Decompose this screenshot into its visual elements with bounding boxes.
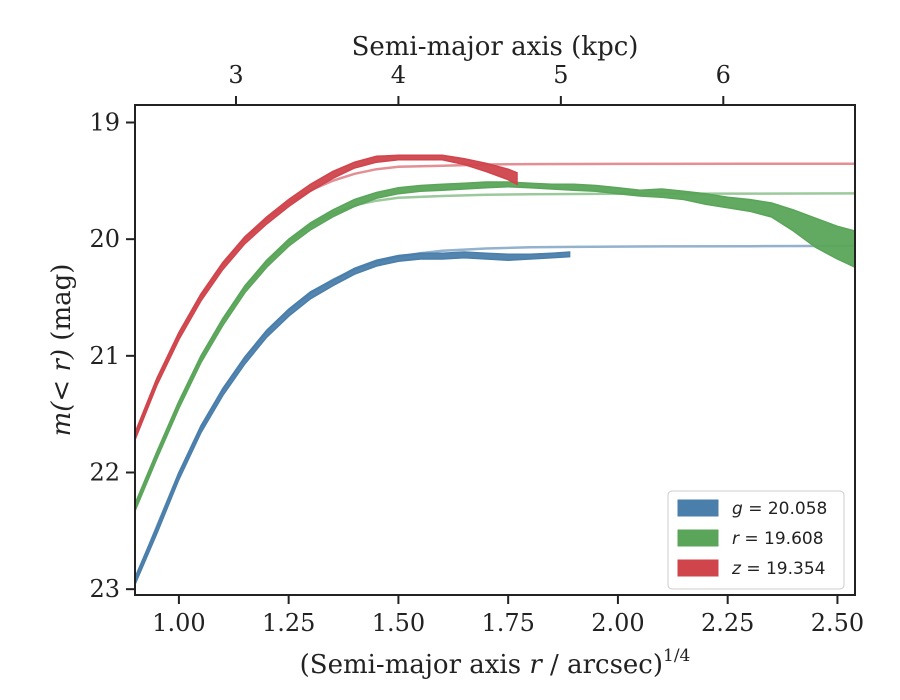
plot-frame [134,104,856,596]
legend-item-r: r = 19.608 [677,529,824,549]
x-axis-title-var: r [529,650,543,680]
ticks-layer: 1.00 1.25 1.50 1.75 2.00 2.25 2.50 19 20 21 22 23 3 4… [89,61,864,637]
legend-label-r: r = 19.608 [732,529,824,549]
legend-item-g: g = 20.058 [677,499,827,519]
series-g-band [135,251,571,585]
y-axis-title-mid: (< r) [47,349,77,412]
x-axis-title-sup: 1/4 [663,646,690,666]
legend-swatch-g [677,499,719,517]
y-tick-label: 23 [89,575,120,603]
x-axis-title: (Semi-major axis r / arcsec)1/4 [300,646,691,680]
y-tick-label: 22 [89,459,120,487]
y-axis-title-unit: (mag) [47,264,77,349]
top-tick-label: 5 [553,61,568,89]
series-r [135,181,855,512]
x-tick-label: 2.00 [591,609,644,637]
series-r-band [135,181,855,512]
series-z [135,154,855,441]
legend-item-z: z = 19.354 [677,559,825,579]
legend: g = 20.058 r = 19.608 z = 19.354 [667,490,845,590]
legend-swatch-r [677,529,719,547]
legend-label-g: g = 20.058 [732,499,827,519]
x-axis-title-main: (Semi-major axis [300,650,530,680]
x-tick-label: 1.50 [372,609,425,637]
y-axis-title-var: m [47,412,77,437]
top-axis-title: Semi-major axis (kpc) [352,32,639,62]
y-tick-label: 21 [89,342,120,370]
y-tick-label: 20 [89,225,120,253]
x-tick-label: 1.75 [481,609,534,637]
x-tick-label: 1.00 [152,609,205,637]
x-axis-title-tail: / arcsec) [542,650,663,680]
y-axis-title: m(< r) (mag) [47,264,77,437]
top-tick-label: 4 [391,61,406,89]
top-tick-label: 6 [716,61,731,89]
x-tick-label: 2.25 [701,609,754,637]
legend-swatch-z [677,559,719,577]
series-layer [135,154,855,585]
legend-label-z: z = 19.354 [731,559,825,579]
x-tick-label: 1.25 [262,609,315,637]
legend-items: g = 20.058 r = 19.608 z = 19.354 [677,499,827,579]
y-tick-label: 19 [89,109,120,137]
series-g [135,244,855,585]
top-tick-label: 3 [228,61,243,89]
x-tick-label: 2.50 [811,609,864,637]
series-z-band [135,154,518,441]
